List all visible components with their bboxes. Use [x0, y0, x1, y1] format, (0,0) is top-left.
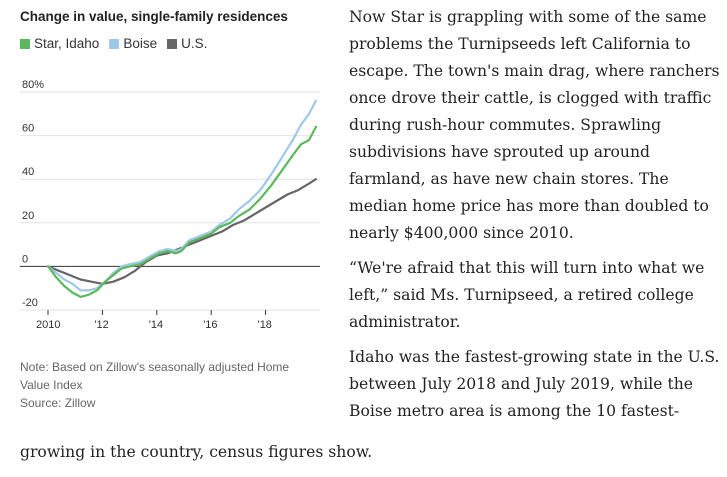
legend-label-boise: Boise — [123, 36, 158, 51]
y-tick-label-1: 60 — [22, 123, 34, 135]
x-tick-label-0: 2010 — [36, 319, 60, 331]
series-line-boise — [46, 99, 317, 292]
y-tick-label-3: 20 — [22, 210, 34, 222]
legend-swatch-boise — [109, 38, 120, 49]
y-tick-label-2: 40 — [22, 166, 34, 178]
line-chart: 80% 60 40 20 0 -20 2010 '12 '14 '16 '18 — [20, 79, 320, 331]
chart-note: Note: Based on Zillow's seasonally adjus… — [20, 358, 320, 412]
article-paragraph-3: Idaho was the fastest-growing state in t… — [349, 348, 720, 420]
article-paragraph-1: Now Star is grappling with some of the s… — [349, 8, 720, 242]
chart-note-text: Note: Based on Zillow's seasonally adjus… — [20, 360, 290, 392]
series-line-star-idaho — [46, 125, 317, 298]
x-tick-label-4: '18 — [258, 319, 272, 331]
article-paragraph-3-continuation: growing in the country, census figures s… — [20, 443, 373, 461]
legend-item-star: Star, Idaho — [20, 36, 99, 51]
legend-swatch-star — [20, 38, 30, 49]
chart-title: Change in value, single-family residence… — [20, 9, 288, 24]
legend-label-us: U.S. — [181, 36, 208, 51]
x-tick-label-1: '12 — [94, 319, 108, 331]
legend-item-boise: Boise — [109, 36, 157, 51]
article-paragraph-2: “We're afraid that this will turn into w… — [349, 259, 705, 331]
legend-item-us: U.S. — [167, 36, 207, 51]
series-line-u-s — [46, 178, 317, 285]
article-body: Now Star is grappling with some of the s… — [349, 4, 721, 433]
y-tick-label-0: 80% — [22, 79, 44, 91]
legend-label-star: Star, Idaho — [34, 36, 100, 51]
x-tick-label-2: '14 — [149, 319, 163, 331]
x-tick-label-3: '16 — [203, 319, 217, 331]
y-tick-label-4: 0 — [22, 253, 28, 265]
legend-swatch-us — [167, 38, 178, 49]
chart-legend: Star, Idaho Boise U.S. — [20, 36, 217, 51]
y-tick-label-5: -20 — [22, 297, 38, 309]
chart-source: Source: Zillow — [20, 396, 96, 410]
